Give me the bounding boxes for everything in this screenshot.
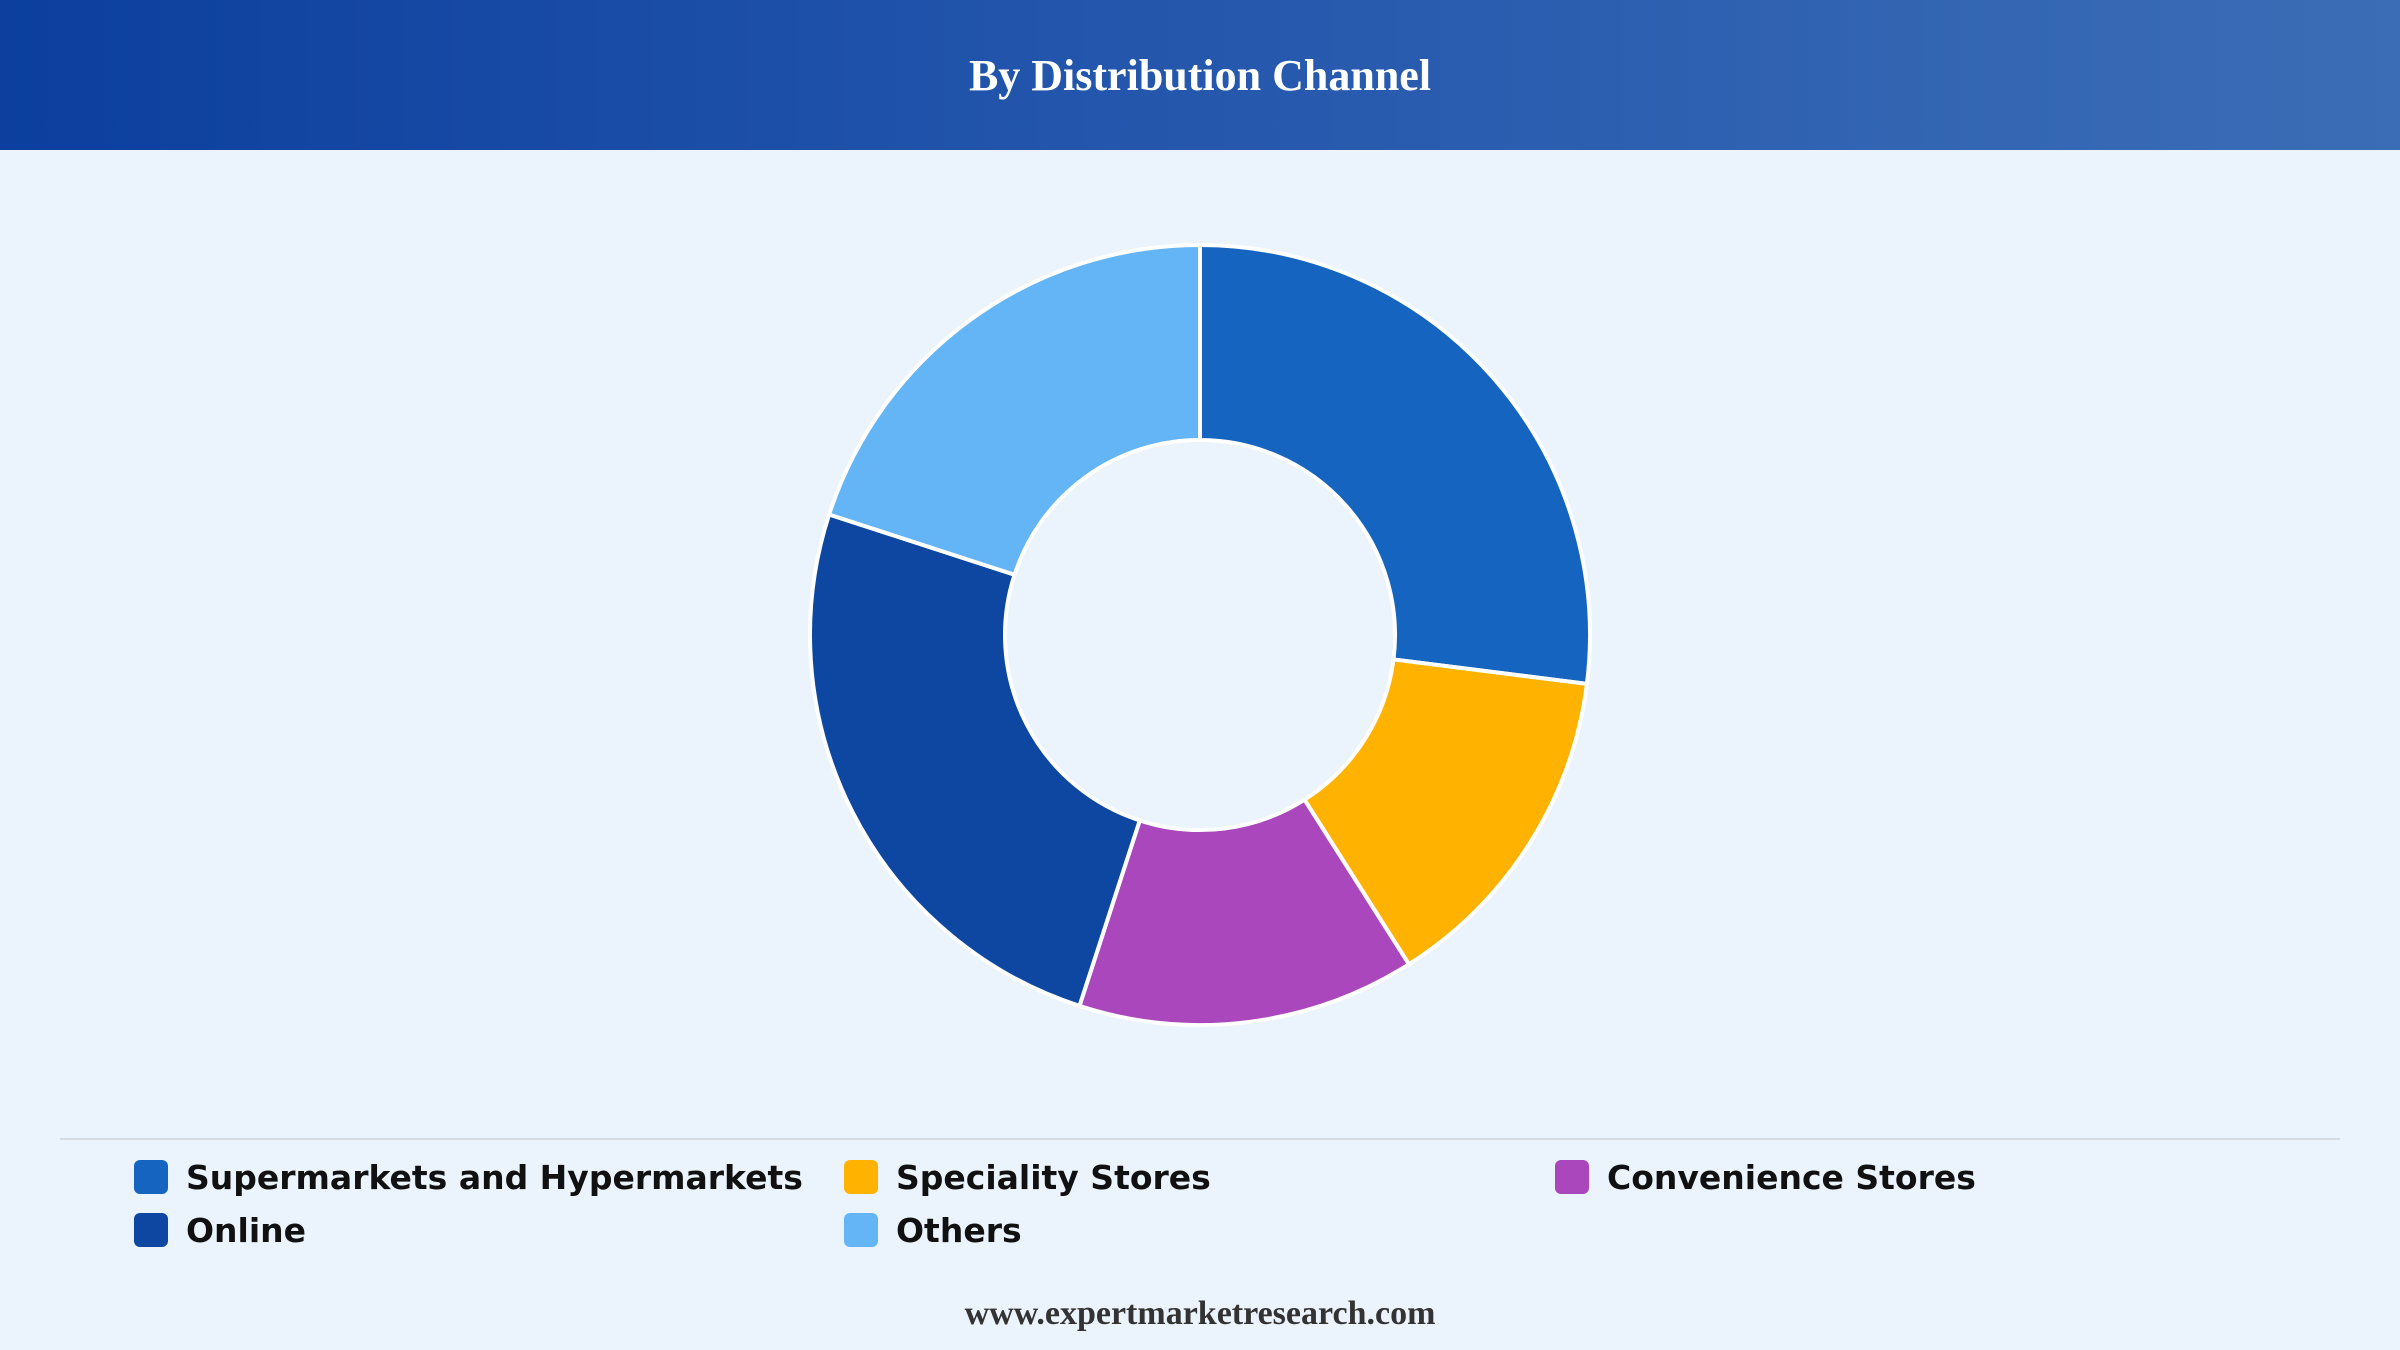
legend-swatch (134, 1160, 168, 1194)
legend-label: Supermarkets and Hypermarkets (186, 1157, 803, 1197)
legend-swatch (134, 1213, 168, 1247)
donut-chart (808, 243, 1592, 1027)
donut-slice-convenience-stores (1077, 797, 1411, 1027)
source-footer: www.expertmarketresearch.com (964, 1295, 1436, 1332)
legend-label: Online (186, 1210, 307, 1250)
legend-item-others: Others (844, 1210, 1022, 1250)
chart-header: By Distribution Channel (0, 0, 2400, 150)
donut-slice-speciality-stores (1302, 657, 1589, 967)
donut-slice-others (827, 243, 1202, 577)
legend-label: Others (896, 1210, 1022, 1250)
chart-area (0, 150, 2400, 1140)
legend-item-online: Online (134, 1210, 306, 1250)
legend-swatch (844, 1213, 878, 1247)
legend-swatch (844, 1160, 878, 1194)
donut-slice-online (808, 512, 1142, 1008)
legend-divider (60, 1138, 2340, 1140)
legend-item-convenience-stores: Convenience Stores (1555, 1157, 1976, 1197)
legend-item-supermarkets: Supermarkets and Hypermarkets (134, 1157, 803, 1197)
legend-swatch (1555, 1160, 1589, 1194)
legend-label: Speciality Stores (896, 1157, 1211, 1197)
legend-label: Convenience Stores (1607, 1157, 1976, 1197)
legend-item-speciality-stores: Speciality Stores (844, 1157, 1211, 1197)
chart-title: By Distribution Channel (968, 50, 1432, 100)
donut-slice-supermarkets-and-hypermarkets (1198, 243, 1592, 686)
